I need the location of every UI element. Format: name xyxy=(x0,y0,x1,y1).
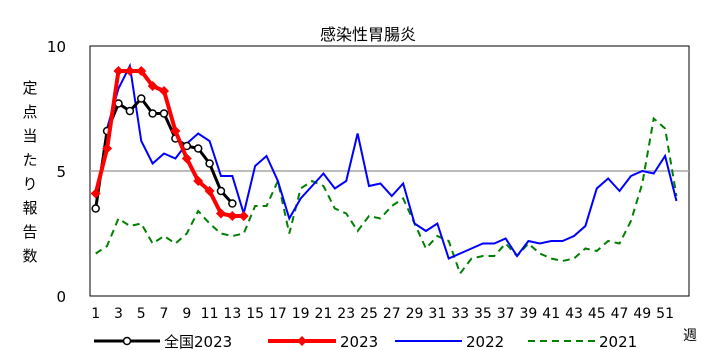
x-tick-label: 45 xyxy=(588,306,606,322)
data-point xyxy=(238,211,249,221)
data-point xyxy=(227,211,238,221)
data-point xyxy=(193,176,204,186)
y-tick-label: 5 xyxy=(56,163,66,181)
chart-title: 感染性胃腸炎 xyxy=(320,25,416,44)
x-tick-label: 15 xyxy=(246,306,264,322)
legend-label: 全国2023 xyxy=(164,333,232,350)
x-tick-label: 23 xyxy=(337,306,355,322)
x-tick-label: 27 xyxy=(383,306,401,322)
data-point xyxy=(170,126,181,136)
x-tick-label: 1 xyxy=(91,306,100,322)
x-tick-label: 9 xyxy=(182,306,191,322)
data-point xyxy=(91,204,100,213)
x-tick-label: 47 xyxy=(611,306,629,322)
data-point xyxy=(90,188,101,199)
x-tick-label: 11 xyxy=(201,306,219,322)
legend-label: 2022 xyxy=(466,333,504,350)
y-axis-label-char: り xyxy=(22,175,37,193)
legend-item-2022: 2022 xyxy=(395,333,504,350)
data-point xyxy=(215,208,226,219)
x-tick-label: 29 xyxy=(406,306,424,322)
y-axis-label-char: 点 xyxy=(22,103,37,121)
data-point xyxy=(113,66,124,76)
data-point xyxy=(193,144,203,153)
data-point xyxy=(136,94,146,103)
data-point xyxy=(136,66,147,76)
y-axis-label-char: た xyxy=(22,151,37,169)
data-point xyxy=(204,186,215,196)
x-axis-unit-label: 週 xyxy=(683,328,697,344)
y-axis-label-char: 数 xyxy=(22,247,37,265)
legend-item-全国2023: 全国2023 xyxy=(94,333,232,350)
x-tick-label: 35 xyxy=(474,306,492,322)
x-tick-label: 33 xyxy=(451,306,469,322)
data-point xyxy=(148,109,157,118)
legend-label: 2023 xyxy=(340,333,378,350)
x-tick-label: 17 xyxy=(269,306,287,322)
data-point xyxy=(102,143,113,154)
legend-marker xyxy=(122,336,132,346)
y-axis-label-char: 定 xyxy=(22,79,37,97)
x-tick-label: 49 xyxy=(633,306,651,322)
x-tick-label: 13 xyxy=(223,306,241,322)
x-tick-label: 43 xyxy=(565,306,583,322)
series-2023 xyxy=(90,66,249,221)
series-2022 xyxy=(94,62,678,260)
series-2021 xyxy=(95,116,678,276)
series-line xyxy=(95,116,678,276)
y-axis-label-char: 報 xyxy=(22,199,37,217)
data-point xyxy=(125,106,135,116)
data-point xyxy=(124,66,135,76)
data-point xyxy=(159,86,170,96)
x-tick-label: 41 xyxy=(542,306,560,322)
x-tick-label: 31 xyxy=(428,306,446,322)
data-point xyxy=(159,109,169,118)
series-line xyxy=(94,62,678,260)
legend-item-2023: 2023 xyxy=(268,333,378,350)
data-point xyxy=(147,81,158,91)
data-point xyxy=(181,153,192,164)
x-tick-label: 7 xyxy=(160,306,169,322)
x-tick-label: 21 xyxy=(315,306,333,322)
x-tick-label: 19 xyxy=(292,306,310,322)
x-tick-label: 51 xyxy=(656,306,674,322)
x-tick-label: 3 xyxy=(114,306,123,322)
legend-marker xyxy=(297,336,307,346)
y-tick-label: 10 xyxy=(47,38,66,56)
legend-item-2021: 2021 xyxy=(528,333,637,350)
legend-label: 2021 xyxy=(599,333,637,350)
y-axis-ticks: 0 5 10 xyxy=(47,38,66,306)
data-point xyxy=(228,199,237,208)
y-axis-label-char: 告 xyxy=(22,223,37,241)
x-tick-label: 37 xyxy=(497,306,515,322)
x-tick-label: 39 xyxy=(520,306,538,322)
x-axis-ticks: 1 3 5 7 9 11 13 15 17 19 21 23 25 27 29 31 33 35 37 39 41 43 4… xyxy=(91,306,674,322)
series-layer xyxy=(90,62,678,276)
y-axis-label-char: 当 xyxy=(22,127,37,145)
data-point xyxy=(216,186,226,196)
x-tick-label: 5 xyxy=(137,306,146,322)
x-tick-label: 25 xyxy=(360,306,378,322)
y-tick-label: 0 xyxy=(56,288,66,306)
data-point xyxy=(205,159,214,168)
legend: 全国2023 2023 2022 2021 xyxy=(94,333,637,350)
